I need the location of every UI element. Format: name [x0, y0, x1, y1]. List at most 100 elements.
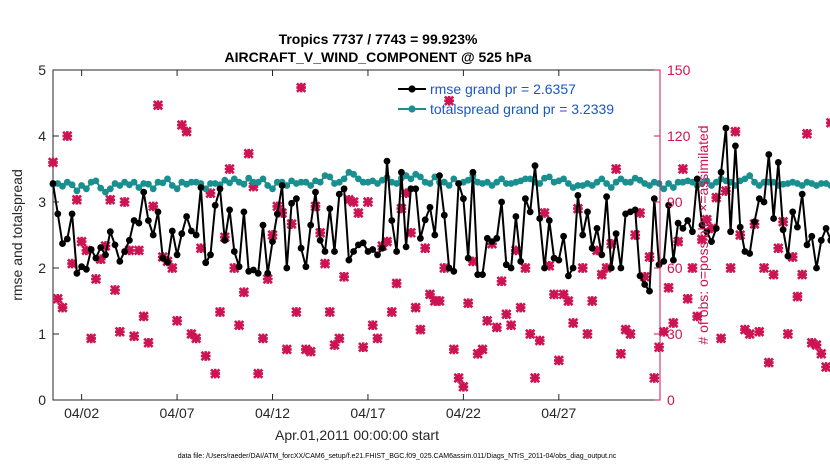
rmse-point — [655, 261, 663, 269]
obs-marker — [81, 245, 92, 256]
x-tick-label: 04/02 — [64, 405, 99, 421]
rmse-point — [736, 223, 744, 231]
rmse-point — [722, 124, 730, 132]
rmse-point — [755, 195, 763, 203]
totalspread-point — [674, 178, 682, 186]
totalspread-point — [598, 175, 606, 183]
rmse-point — [431, 231, 439, 239]
obs-marker — [410, 302, 421, 313]
rmse-point — [689, 228, 696, 236]
rmse-point — [402, 243, 410, 251]
totalspread-point — [689, 178, 696, 186]
totalspread-point — [254, 178, 262, 186]
y-left-tick-label: 2 — [38, 260, 46, 276]
rmse-point — [712, 225, 720, 232]
totalspread-point — [269, 185, 276, 193]
obs-marker — [811, 339, 822, 351]
rmse-point — [73, 269, 81, 277]
obs-marker — [448, 344, 459, 355]
obs-marker — [310, 201, 321, 212]
rmse-point — [326, 205, 334, 213]
rmse-point — [183, 213, 191, 220]
rmse-point — [197, 184, 205, 191]
plot-area — [52, 69, 661, 401]
obs-marker — [324, 306, 335, 318]
obs-marker — [86, 333, 97, 344]
obs-marker — [119, 196, 130, 208]
rmse-point — [779, 226, 787, 234]
obs-marker — [458, 381, 469, 392]
rmse-point — [617, 264, 625, 272]
y-left-tick-label: 0 — [38, 392, 46, 408]
y-right-tick-label: 30 — [667, 326, 683, 342]
totalspread-point — [574, 182, 582, 189]
obs-marker — [443, 95, 455, 106]
y-left-tick-label: 5 — [38, 62, 46, 78]
obs-marker — [191, 333, 202, 344]
obs-marker — [305, 346, 316, 357]
rmse-point — [106, 228, 114, 236]
rmse-point — [469, 168, 477, 176]
totalspread-point — [464, 176, 472, 184]
rmse-point — [507, 264, 515, 272]
obs-marker — [601, 262, 612, 274]
footer-data-file: data file: /Users/raeder/DAI/ATM_forcXX/… — [178, 453, 617, 460]
obs-marker — [291, 306, 302, 318]
obs-marker — [658, 326, 669, 337]
totalspread-point — [741, 175, 749, 183]
totalspread-point — [106, 185, 114, 193]
obs-marker — [396, 203, 407, 214]
rmse-point — [732, 142, 739, 150]
obs-marker — [544, 260, 555, 271]
obs-marker — [405, 227, 417, 238]
rmse-point — [230, 248, 238, 255]
rmse-point — [393, 248, 400, 255]
rmse-point — [59, 240, 66, 248]
totalspread-point — [335, 178, 343, 186]
obs-marker — [782, 328, 794, 340]
totalspread-point — [188, 178, 195, 186]
rmse-point — [359, 239, 367, 247]
totalspread-point — [798, 182, 806, 189]
rmse-point — [555, 256, 563, 264]
totalspread-point — [488, 182, 496, 189]
totalspread-point — [565, 180, 572, 187]
x-tick-label: 04/22 — [446, 405, 481, 421]
rmse-point — [536, 215, 544, 222]
totalspread-point — [660, 185, 668, 193]
obs-marker — [682, 293, 693, 304]
rmse-point — [569, 264, 577, 272]
rmse-point — [87, 246, 95, 253]
rmse-point — [188, 227, 195, 235]
rmse-point — [588, 244, 596, 252]
obs-marker — [591, 245, 603, 256]
totalspread-point — [340, 175, 348, 183]
rmse-point — [636, 272, 644, 280]
obs-marker — [630, 229, 641, 241]
rmse-point — [813, 264, 820, 272]
rmse-point — [641, 281, 649, 288]
y-right-tick-label: 120 — [667, 128, 691, 144]
rmse-point — [321, 248, 329, 255]
obs-marker — [773, 243, 784, 254]
rmse-point — [92, 254, 100, 262]
obs-marker — [725, 262, 736, 274]
obs-marker — [673, 236, 684, 247]
obs-marker — [563, 295, 574, 307]
rmse-point — [817, 236, 825, 244]
obs-marker — [620, 324, 631, 335]
legend-spread-marker — [408, 105, 416, 113]
rmse-point — [264, 269, 272, 277]
obs-marker — [720, 185, 731, 197]
obs-marker — [491, 322, 502, 333]
obs-marker — [577, 262, 588, 274]
obs-marker — [434, 295, 445, 307]
totalspread-point — [326, 173, 334, 181]
obs-marker — [52, 293, 63, 304]
rmse-point — [693, 175, 701, 183]
rmse-point — [340, 185, 348, 193]
obs-marker — [338, 271, 350, 282]
obs-marker — [138, 311, 149, 322]
rmse-point — [116, 258, 124, 265]
